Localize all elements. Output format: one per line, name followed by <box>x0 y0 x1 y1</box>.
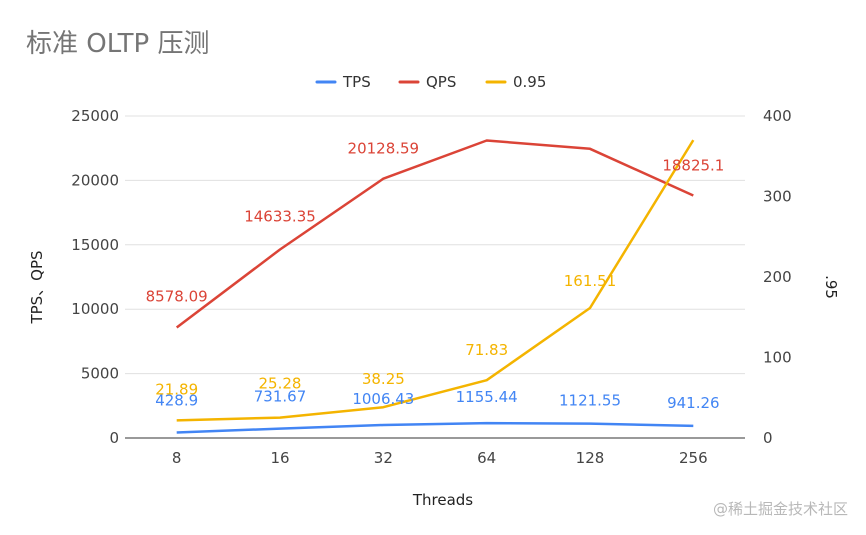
left-tick-label: 20000 <box>71 171 119 189</box>
data-label-tps: 428.9 <box>155 391 198 409</box>
data-labels: 428.9 731.67 1006.43 1155.44 1121.55 941.26 85… <box>146 140 725 412</box>
legend-label: TPS <box>342 73 371 91</box>
data-label-qps: 18825.1 <box>662 157 724 175</box>
data-label-tps: 1006.43 <box>352 390 414 408</box>
left-axis-ticks: 0 5000 10000 15000 20000 25000 <box>71 107 119 447</box>
left-tick-label: 5000 <box>81 365 119 383</box>
grid-lines <box>125 115 745 439</box>
right-tick-label: 200 <box>763 268 792 286</box>
right-axis-ticks: 0 100 200 300 400 <box>763 107 792 447</box>
series-line-0p95 <box>176 139 695 422</box>
data-label-0p95: 38.25 <box>362 370 405 388</box>
legend: TPS QPS 0.95 <box>315 73 546 91</box>
x-axis-ticks: 8 16 32 64 128 256 <box>172 449 708 467</box>
data-label-0p95: 71.83 <box>465 341 508 359</box>
left-tick-label: 10000 <box>71 300 119 318</box>
right-axis-label: .95 <box>822 275 840 299</box>
left-axis-label: TPS、QPS <box>28 250 46 324</box>
data-label-0p95: 25.28 <box>259 375 302 393</box>
x-tick-label: 32 <box>374 449 393 467</box>
right-tick-label: 400 <box>763 107 792 125</box>
data-label-tps: 1121.55 <box>559 392 621 410</box>
legend-label: 0.95 <box>513 73 546 91</box>
series-lines <box>175 139 695 434</box>
right-tick-label: 300 <box>763 188 792 206</box>
x-tick-label: 256 <box>679 449 708 467</box>
data-label-qps: 20128.59 <box>348 140 420 158</box>
data-label-qps: 8578.09 <box>146 288 208 306</box>
data-label-qps: 14633.35 <box>244 208 316 226</box>
data-label-tps: 941.26 <box>667 394 720 412</box>
x-tick-label: 128 <box>576 449 605 467</box>
right-tick-label: 100 <box>763 349 792 367</box>
series-line-tps <box>176 421 694 434</box>
x-tick-label: 64 <box>477 449 496 467</box>
left-tick-label: 0 <box>109 429 119 447</box>
data-label-tps: 731.67 <box>254 388 307 406</box>
left-tick-label: 25000 <box>71 107 119 125</box>
data-label-0p95: 161.51 <box>564 272 617 290</box>
data-label-tps: 1155.44 <box>456 388 518 406</box>
x-axis-label: Threads <box>412 491 473 509</box>
chart-title: 标准 OLTP 压测 <box>26 29 209 59</box>
legend-label: QPS <box>426 73 456 91</box>
series-line-qps <box>175 139 694 329</box>
data-label-0p95: 21.89 <box>155 380 198 398</box>
x-tick-label: 16 <box>270 449 289 467</box>
right-tick-label: 0 <box>763 429 773 447</box>
left-tick-label: 15000 <box>71 236 119 254</box>
watermark-text: @稀土掘金技术社区 <box>713 500 848 518</box>
x-tick-label: 8 <box>172 449 182 467</box>
